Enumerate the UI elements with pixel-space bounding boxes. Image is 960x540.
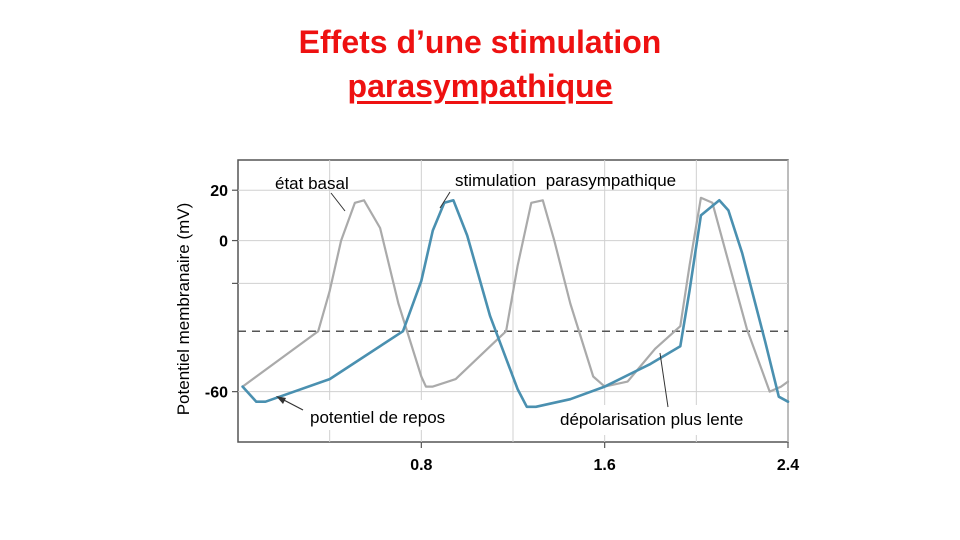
annotation-basal: état basal	[275, 174, 349, 193]
series-layer	[241, 196, 790, 409]
x-tick-label: 2.4	[777, 457, 799, 474]
annotation-depolarisation: dépolarisation plus lente	[560, 410, 743, 429]
x-tick-label: 0.8	[410, 457, 432, 474]
y-tick-label: 20	[210, 183, 228, 200]
annotation-parasympathetic-pointer	[439, 191, 451, 209]
y-tick-label: 0	[219, 234, 228, 251]
annotation-rest-arrowhead	[276, 396, 286, 404]
annotation-rest-bg	[300, 400, 475, 430]
slide-title: Effets d’une stimulation parasympathique	[0, 20, 960, 108]
annotation-depolarisation-pointer	[659, 352, 669, 408]
y-tick-label: -60	[205, 385, 228, 402]
series-line-parasympathetic	[241, 199, 790, 409]
x-tick-label: 1.6	[594, 457, 616, 474]
annotation-basal-pointer	[330, 192, 346, 212]
title-line-2: parasympathique	[347, 68, 613, 104]
annotation-parasympathetic: stimulation parasympathique	[455, 171, 676, 190]
series-line-basal	[241, 196, 790, 393]
annotation-depolarisation-bg	[552, 405, 778, 435]
title-line-1: Effets d’une stimulation	[298, 24, 662, 60]
tick-layer: 0.8 1.6 2.4 20 0 -60	[205, 183, 799, 474]
annotation-rest: potentiel de repos	[310, 408, 445, 427]
y-axis-label: Potentiel membranaire (mV)	[174, 203, 193, 416]
